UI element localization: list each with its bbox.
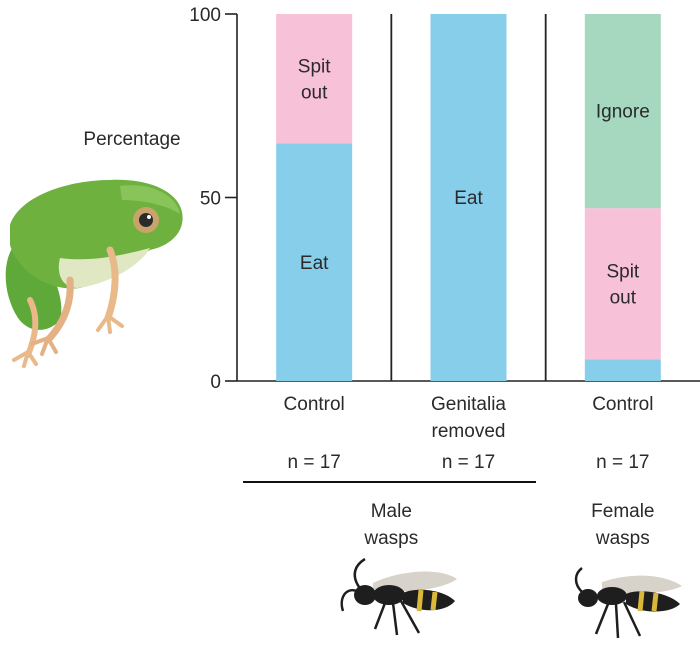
x-axis-labels: Control Genitalia removed Control (284, 394, 654, 442)
bar-segment (584, 359, 661, 381)
segment-label: Spit out (298, 56, 331, 103)
bar-segment (276, 143, 353, 381)
y-tick-label: 50 (200, 189, 221, 210)
y-tick-label: 100 (189, 5, 221, 26)
segment-label-line: out (301, 82, 328, 103)
segment-label-line: Ignore (596, 102, 650, 123)
segment-label-line: Spit (298, 56, 331, 77)
group-labels: Male wasps Female wasps (243, 481, 655, 549)
sample-size-label: n = 17 (442, 452, 495, 473)
group-label-line: Male (371, 501, 412, 522)
segment-label: Eat (454, 188, 483, 209)
group-label: Male wasps (363, 501, 418, 549)
x-tick-label-line: removed (432, 421, 506, 442)
male-wasp-illustration (340, 557, 457, 636)
bar-segment (276, 14, 353, 144)
group-label-line: wasps (595, 528, 650, 549)
y-axis-label: Percentage (83, 129, 180, 150)
x-tick-label-line: Genitalia (431, 394, 506, 415)
group-label-line: Female (591, 501, 654, 522)
segment-label: Ignore (596, 102, 650, 123)
x-tick-label: Control (592, 394, 653, 415)
segment-label: Eat (300, 253, 329, 274)
segment-labels: Spit out Eat Eat Ignore Spit out (298, 56, 650, 308)
x-tick-label: Control (284, 394, 345, 415)
sample-size-label: n = 17 (596, 452, 649, 473)
x-tick-label-line: Control (284, 394, 345, 415)
segment-label-line: Spit (606, 261, 639, 282)
segment-label-line: Eat (454, 188, 483, 209)
segment-label: Spit out (606, 261, 639, 308)
x-tick-label: Genitalia removed (431, 394, 506, 442)
female-wasp-illustration (574, 567, 682, 639)
bar-segment (584, 208, 661, 360)
segment-label-line: Eat (300, 253, 329, 274)
sample-size-labels: n = 17 n = 17 n = 17 (287, 452, 649, 473)
sample-size-label: n = 17 (287, 452, 340, 473)
tree-frog-illustration (5, 179, 183, 368)
y-tick-label: 0 (210, 372, 221, 393)
x-tick-label-line: Control (592, 394, 653, 415)
bars (276, 14, 661, 381)
group-label: Female wasps (591, 501, 654, 549)
group-label-line: wasps (363, 528, 418, 549)
bar-segment (584, 14, 661, 209)
category-dividers (390, 14, 547, 381)
segment-label-line: out (610, 287, 637, 308)
bar-segment (430, 14, 507, 381)
